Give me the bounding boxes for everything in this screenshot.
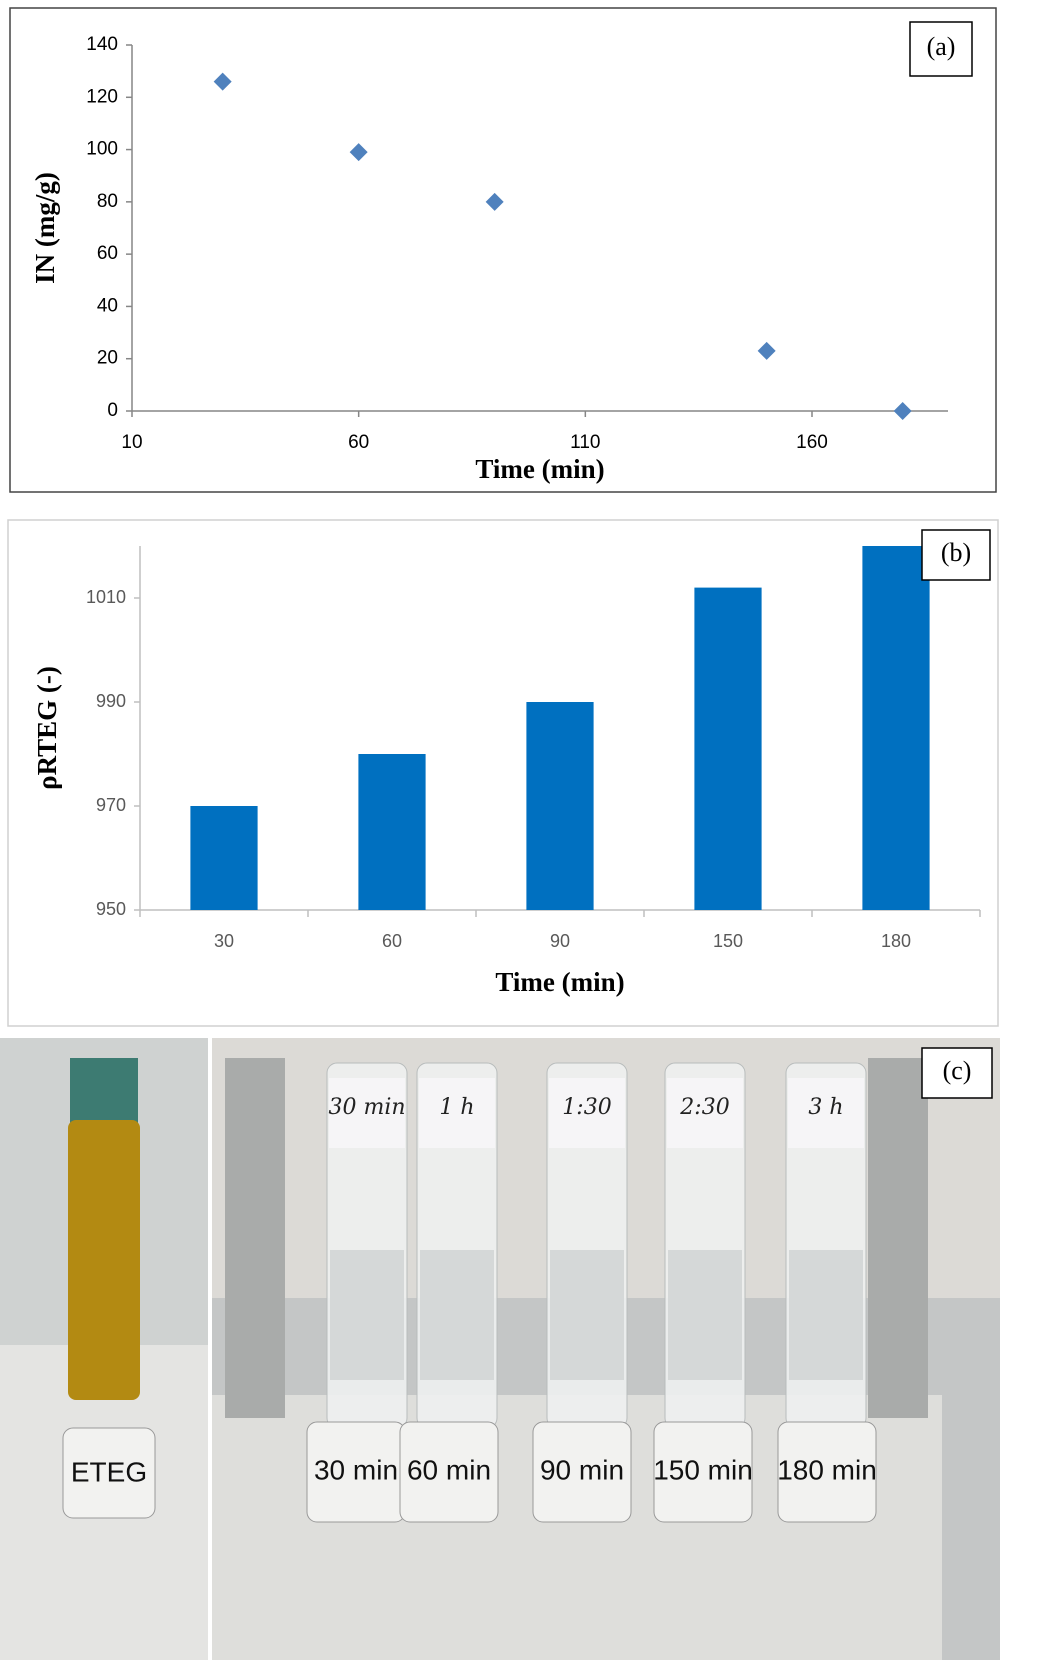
bar	[694, 588, 761, 910]
tag-label: 90 min	[540, 1454, 624, 1485]
y-tick-label: 950	[96, 899, 126, 919]
panel-label: (b)	[941, 538, 971, 567]
x-tick-label: 150	[713, 931, 743, 951]
tag-label: 150 min	[653, 1454, 753, 1485]
bar	[526, 702, 593, 910]
handwritten-label: 1:30	[562, 1095, 611, 1120]
handwritten-label: 2:30	[679, 1095, 729, 1120]
tag-label: 60 min	[407, 1454, 491, 1485]
y-tick-label: 40	[97, 295, 118, 316]
bar	[862, 546, 929, 910]
tube-eteg	[68, 1120, 140, 1400]
x-axis-title: Time (min)	[475, 454, 604, 484]
y-tick-label: 80	[97, 191, 118, 212]
x-tick-label: 110	[570, 432, 600, 453]
y-tick-label: 120	[86, 86, 118, 107]
bar	[358, 754, 425, 910]
y-tick-label: 1010	[86, 587, 126, 607]
handwritten-label: 30 min	[328, 1095, 405, 1120]
x-tick-label: 60	[348, 432, 369, 453]
x-tick-label: 30	[214, 931, 234, 951]
tag-label: 180 min	[777, 1454, 877, 1485]
x-axis-title: Time (min)	[495, 967, 624, 997]
tag-label: ETEG	[71, 1456, 147, 1487]
panel-label: (c)	[943, 1056, 972, 1085]
x-tick-label: 60	[382, 931, 402, 951]
y-tick-label: 100	[86, 139, 118, 160]
liquid	[789, 1250, 863, 1380]
x-tick-label: 180	[881, 931, 911, 951]
y-tick-label: 140	[86, 34, 118, 55]
handwritten-label: 3 h	[808, 1095, 843, 1120]
rack-side-r	[868, 1058, 928, 1418]
y-tick-label: 990	[96, 691, 126, 711]
x-tick-label: 90	[550, 931, 570, 951]
liquid	[330, 1250, 404, 1380]
x-tick-label: 10	[121, 432, 142, 453]
x-tick-label: 160	[796, 432, 828, 453]
y-axis-title: ρRTEG (-)	[32, 666, 62, 790]
y-axis-title: IN (mg/g)	[30, 172, 60, 284]
liquid	[550, 1250, 624, 1380]
y-tick-label: 970	[96, 795, 126, 815]
panel-a-frame	[10, 8, 996, 492]
tag-label: 30 min	[314, 1454, 398, 1485]
handwritten-label: 1 h	[439, 1095, 474, 1120]
y-tick-label: 0	[107, 400, 118, 421]
y-tick-label: 20	[97, 348, 118, 369]
y-tick-label: 60	[97, 243, 118, 264]
bar	[190, 806, 257, 910]
liquid	[420, 1250, 494, 1380]
panel-b-frame	[8, 520, 998, 1026]
rack-side	[225, 1058, 285, 1418]
liquid	[668, 1250, 742, 1380]
panel-label: (a)	[927, 32, 956, 61]
figure: 0 20 40 60 80 100 120 140 10 60 110 160 Time (min) IN…	[0, 0, 1056, 1660]
